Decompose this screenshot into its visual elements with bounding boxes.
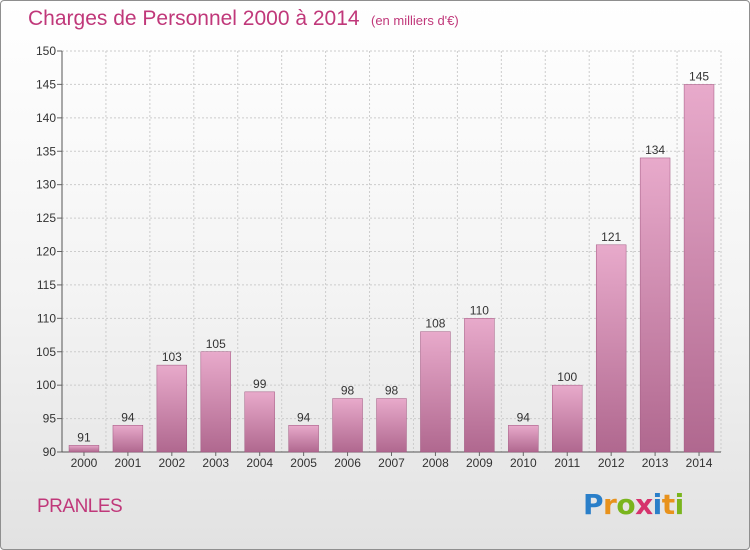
y-tick-label: 150 [36,44,56,58]
data-label: 91 [77,430,91,444]
x-tick-label: 2012 [598,456,625,470]
data-label: 94 [517,410,531,424]
logo-letter: o [616,488,636,521]
x-tick-label: 2006 [334,456,361,470]
x-tick-label: 2013 [642,456,669,470]
x-tick-label: 2001 [115,456,142,470]
bar [156,364,188,453]
chart-subtitle: (en milliers d'€) [371,13,459,28]
x-tick-label: 2010 [510,456,537,470]
data-label: 98 [385,384,399,398]
data-label: 145 [689,69,709,83]
bar [68,445,100,453]
y-tick-label: 110 [37,311,56,325]
bar [288,425,319,453]
data-label: 94 [297,410,311,424]
y-tick-label: 145 [36,77,56,91]
bar [639,157,671,453]
data-label: 100 [557,370,577,384]
logo-letter: i [674,488,685,521]
data-label: 103 [162,350,182,364]
bar [244,391,275,453]
logo-letter: i [652,488,663,521]
data-label: 134 [645,143,665,157]
y-tick-label: 135 [36,144,56,158]
bar [552,384,583,453]
data-label: 98 [341,384,355,398]
bars [68,84,715,453]
bar [376,398,407,453]
x-tick-label: 2014 [686,456,713,470]
x-tick-label: 2011 [554,456,580,470]
y-tick-label: 105 [36,345,56,359]
bar [112,425,144,453]
y-tick-label: 140 [36,111,56,125]
x-tick-label: 2005 [290,456,317,470]
x-tick-label: 2000 [71,456,98,470]
commune-name: PRANLES [37,496,123,517]
y-tick-label: 95 [43,412,57,426]
data-label: 94 [121,410,135,424]
proxiti-logo[interactable]: Proxiti [583,488,684,521]
axes: 90 95 100 105 110 115 120 125 130 135 140 145 150 200… [36,44,721,470]
data-label: 108 [425,317,445,331]
logo-letter: t [661,488,675,521]
data-label: 99 [253,377,267,391]
logo-letter: x [635,488,653,521]
y-tick-label: 130 [36,178,56,192]
bar [420,331,451,453]
y-tick-label: 120 [36,245,56,259]
logo-letter: r [603,488,617,521]
bar [200,351,231,453]
labels: 91 94 103 105 99 94 98 98 108 110 94 100 121 134 145 [77,69,709,444]
x-tick-label: 2003 [202,456,229,470]
bar [464,318,495,453]
data-label: 105 [206,337,226,351]
bar [683,84,715,453]
chart-title: Charges de Personnel 2000 à 2014 [28,7,360,30]
bar [595,244,627,453]
y-tick-label: 115 [37,278,56,292]
y-tick-label: 100 [36,378,56,392]
x-tick-label: 2008 [422,456,449,470]
logo-letter: P [583,488,604,521]
x-tick-label: 2002 [158,456,185,470]
x-tick-label: 2009 [466,456,493,470]
data-label: 121 [601,230,621,244]
y-tick-label: 90 [43,445,57,459]
y-tick-label: 125 [36,211,56,225]
bar [508,425,539,453]
bar [332,398,363,453]
x-tick-label: 2007 [378,456,405,470]
data-label: 110 [470,303,489,317]
x-tick-label: 2004 [246,456,273,470]
